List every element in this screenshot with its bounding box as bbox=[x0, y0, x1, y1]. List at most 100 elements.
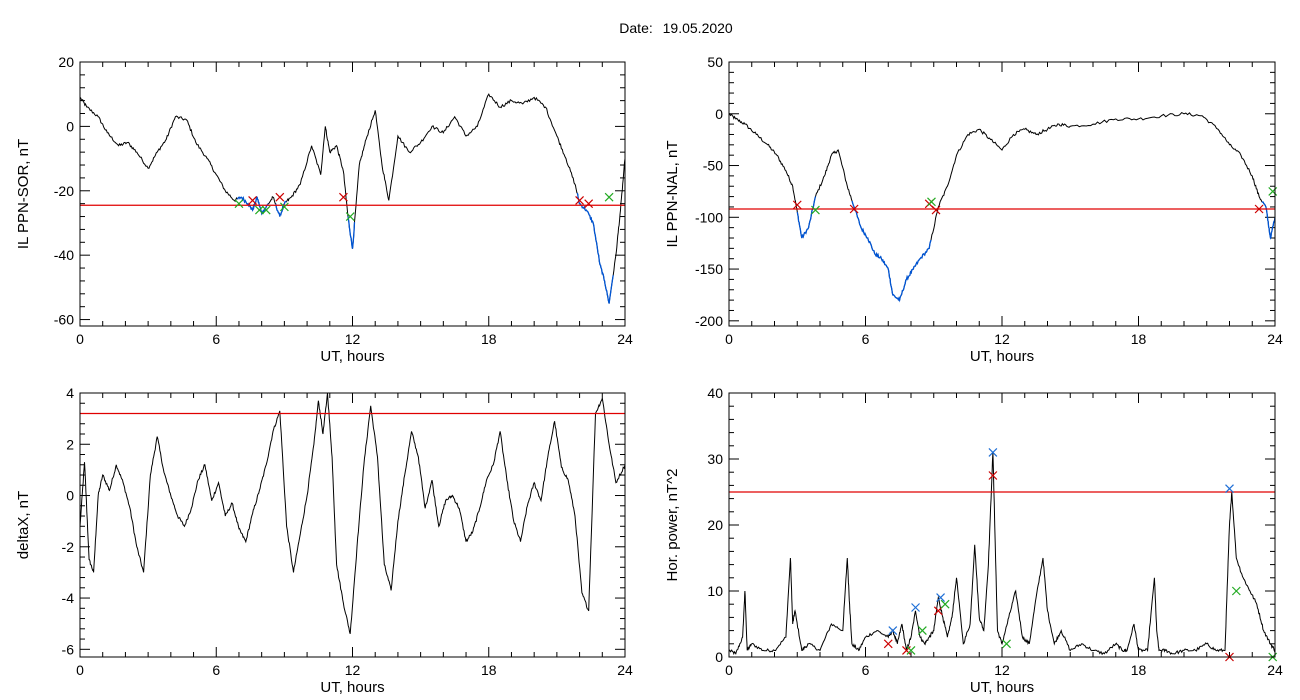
y-tick-label: 0 bbox=[66, 118, 74, 134]
marker-green-stroke bbox=[927, 197, 936, 207]
plot-frame bbox=[728, 61, 1276, 327]
marker-blue-stroke bbox=[936, 593, 945, 603]
y-tick-label: -60 bbox=[54, 312, 74, 328]
plot-frame bbox=[79, 392, 626, 658]
y-tick-label: 4 bbox=[66, 385, 74, 401]
marker-red-stroke bbox=[933, 606, 943, 616]
marker-green bbox=[604, 192, 614, 202]
y-axis-label: IL PPN-NAL, nT bbox=[664, 141, 681, 248]
y-tick-label: -150 bbox=[695, 261, 723, 277]
x-tick-label: 6 bbox=[862, 331, 870, 347]
x-axis-label: UT, hours bbox=[320, 679, 384, 696]
marker-red-stroke bbox=[338, 192, 348, 202]
y-tick-label: 0 bbox=[715, 649, 723, 665]
x-tick-label: 18 bbox=[1131, 331, 1147, 347]
marker-green-stroke bbox=[604, 192, 614, 202]
y-tick-label: 0 bbox=[715, 106, 723, 122]
marker-green-stroke bbox=[279, 202, 289, 212]
marker-green bbox=[906, 645, 916, 655]
highlight-segment bbox=[851, 200, 932, 303]
marker-blue bbox=[1225, 484, 1234, 494]
x-tick-label: 12 bbox=[345, 662, 361, 678]
x-tick-label: 18 bbox=[481, 331, 497, 347]
plot-area bbox=[729, 452, 1275, 656]
marker-red bbox=[575, 196, 585, 205]
marker-red-stroke bbox=[1254, 204, 1264, 214]
marker-green-stroke bbox=[917, 626, 927, 636]
y-tick-label: 50 bbox=[707, 54, 723, 70]
marker-green-stroke bbox=[940, 599, 950, 609]
marker-green-stroke bbox=[254, 205, 264, 215]
marker-green-stroke bbox=[811, 205, 820, 215]
y-axis-label: deltaX, nT bbox=[15, 491, 32, 559]
x-tick-label: 18 bbox=[481, 662, 497, 678]
marker-blue bbox=[888, 626, 898, 636]
x-tick-label: 12 bbox=[345, 331, 361, 347]
marker-red bbox=[584, 199, 594, 209]
y-tick-label: 30 bbox=[707, 451, 723, 467]
marker-green bbox=[234, 199, 244, 209]
series-line bbox=[80, 93, 625, 304]
marker-red bbox=[988, 471, 998, 480]
marker-blue-stroke bbox=[911, 603, 920, 612]
series-line bbox=[729, 452, 1275, 656]
date-title: Date: 19.05.2020 bbox=[619, 20, 733, 36]
x-tick-label: 12 bbox=[994, 331, 1010, 347]
marker-red-stroke bbox=[792, 200, 802, 210]
highlight-segment bbox=[576, 192, 614, 304]
marker-red-stroke bbox=[988, 471, 998, 480]
marker-green-stroke bbox=[1231, 586, 1241, 596]
marker-green bbox=[1002, 639, 1011, 649]
marker-red-stroke bbox=[575, 196, 585, 205]
highlight-segment bbox=[275, 200, 287, 217]
marker-blue bbox=[988, 447, 998, 457]
marker-red-stroke bbox=[849, 204, 859, 214]
x-axis-label: UT, hours bbox=[320, 348, 384, 365]
date-label: Date: bbox=[619, 20, 652, 36]
chart-panel-p4: 40 30 20 10 00 6 12 18 24 UT, hours Hor. power, nT… bbox=[664, 385, 1283, 696]
y-tick-label: 40 bbox=[707, 385, 723, 401]
highlight-segment bbox=[347, 216, 356, 249]
x-tick-label: 24 bbox=[1267, 662, 1283, 678]
marker-green bbox=[1268, 186, 1278, 196]
marker-red-stroke bbox=[931, 205, 941, 215]
marker-red bbox=[849, 204, 859, 214]
y-tick-label: 2 bbox=[66, 436, 74, 452]
date-value: 19.05.2020 bbox=[663, 20, 733, 36]
x-tick-label: 6 bbox=[212, 331, 220, 347]
series-line bbox=[729, 111, 1275, 302]
y-tick-label: -6 bbox=[62, 641, 75, 657]
marker-green-stroke bbox=[261, 205, 271, 215]
y-tick-label: 0 bbox=[66, 488, 74, 504]
y-tick-label: -40 bbox=[54, 247, 74, 263]
x-tick-label: 18 bbox=[1131, 662, 1147, 678]
marker-green-stroke bbox=[1002, 639, 1011, 649]
x-tick-label: 24 bbox=[617, 331, 633, 347]
x-tick-label: 0 bbox=[76, 331, 84, 347]
marker-red bbox=[1254, 204, 1264, 214]
plot-area bbox=[80, 393, 625, 635]
series-line bbox=[80, 393, 625, 635]
plot-area bbox=[80, 93, 625, 304]
y-tick-label: -100 bbox=[695, 209, 723, 225]
marker-red bbox=[792, 200, 802, 210]
marker-blue bbox=[911, 603, 920, 612]
y-tick-label: 10 bbox=[707, 583, 723, 599]
marker-red bbox=[248, 196, 258, 205]
marker-green-stroke bbox=[906, 645, 916, 655]
y-axis-label: Hor. power, nT^2 bbox=[664, 469, 681, 582]
marker-green bbox=[254, 205, 264, 215]
y-tick-label: 20 bbox=[58, 54, 74, 70]
x-tick-label: 0 bbox=[76, 662, 84, 678]
marker-blue-stroke bbox=[988, 447, 998, 457]
plot-frame bbox=[728, 392, 1276, 658]
marker-green bbox=[940, 599, 950, 609]
x-axis-label: UT, hours bbox=[970, 348, 1034, 365]
y-tick-label: -4 bbox=[62, 590, 75, 606]
marker-green bbox=[811, 205, 820, 215]
marker-red bbox=[883, 639, 893, 649]
x-tick-label: 24 bbox=[1267, 331, 1283, 347]
